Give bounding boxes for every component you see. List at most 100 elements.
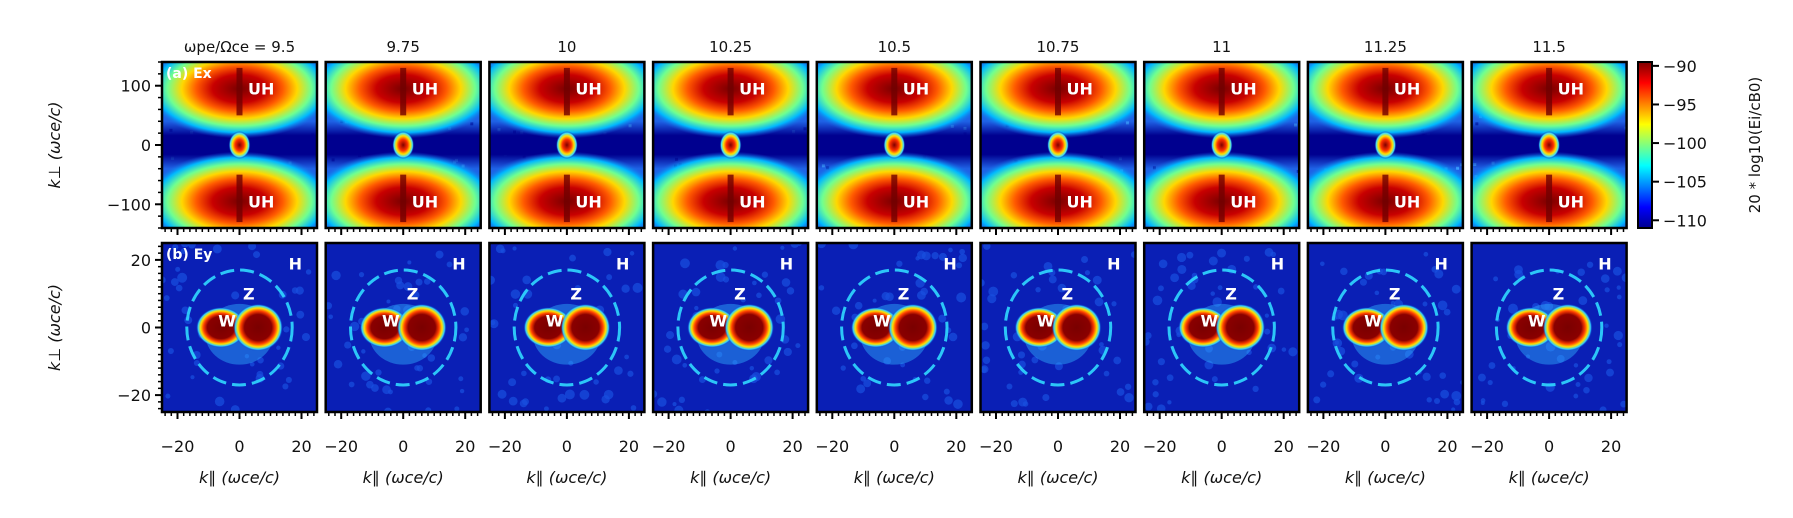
resonance-ring bbox=[1331, 268, 1440, 387]
colorbar-tick-label: −100 bbox=[1663, 134, 1707, 153]
resonance-ring bbox=[1167, 268, 1276, 387]
heatmap-center-spot bbox=[1538, 131, 1561, 159]
resonance-ring bbox=[349, 268, 458, 387]
x-tick-label: −20 bbox=[979, 437, 1013, 456]
annotation-label: H bbox=[1435, 254, 1448, 273]
annotation-label: W bbox=[1364, 312, 1382, 331]
heatmap-blob-right bbox=[560, 303, 611, 352]
annotation-label: H bbox=[289, 254, 302, 273]
heatmap-panel: UH UH bbox=[653, 62, 809, 228]
lobe-core bbox=[1218, 67, 1225, 116]
heatmap-blob-left bbox=[196, 307, 246, 348]
annotation-label: UH bbox=[903, 192, 929, 211]
x-tick-label: 20 bbox=[1601, 437, 1621, 456]
x-tick-label: 20 bbox=[782, 437, 802, 456]
heatmap-blob-left bbox=[687, 307, 737, 348]
x-tick-label: −20 bbox=[815, 437, 849, 456]
annotation-label: Z bbox=[407, 285, 419, 304]
annotation-label: UH bbox=[739, 80, 765, 99]
panel-title: 10 bbox=[557, 38, 576, 56]
heatmap-panel: H ZW bbox=[489, 243, 645, 412]
panel-title: 10.5 bbox=[878, 38, 911, 56]
heatmap-panel: H ZW bbox=[653, 243, 809, 412]
y-tick-label: 100 bbox=[120, 77, 151, 96]
heatmap-panel: UH UH bbox=[816, 62, 972, 228]
annotation-label: W bbox=[873, 312, 891, 331]
annotation-label: Z bbox=[734, 285, 746, 304]
y-tick-label: −100 bbox=[107, 195, 151, 214]
x-tick-label: −20 bbox=[1143, 437, 1177, 456]
lobe-core bbox=[1546, 174, 1553, 223]
annotation-label: UH bbox=[1230, 80, 1256, 99]
lobe-core bbox=[236, 174, 243, 223]
annotation-label: UH bbox=[1558, 80, 1584, 99]
heatmap-panel: UH UH bbox=[489, 62, 645, 228]
heatmap-center-spot bbox=[1210, 131, 1233, 159]
heatmap-panel: UH UH bbox=[980, 62, 1136, 228]
heatmap-blob-right bbox=[724, 303, 774, 352]
lobe-core bbox=[891, 174, 898, 223]
lobe-core bbox=[727, 174, 734, 223]
x-tick-label: 0 bbox=[1217, 437, 1227, 456]
heatmap-panel: H ZW bbox=[325, 243, 481, 412]
x-tick-label: 0 bbox=[726, 437, 736, 456]
heatmap-panel: UH UH bbox=[325, 62, 481, 228]
colorbar-tick-label: −105 bbox=[1663, 173, 1707, 192]
heatmap-blob-left bbox=[523, 307, 574, 348]
x-axis-label: k∥ (ωce/c) bbox=[1017, 468, 1098, 487]
annotation-label: UH bbox=[1394, 80, 1420, 99]
y-tick-label: 20 bbox=[131, 251, 151, 270]
resonance-ring bbox=[1494, 268, 1604, 387]
heatmap-blob-right bbox=[1215, 303, 1266, 352]
annotation-label: W bbox=[546, 312, 564, 331]
lobe-core bbox=[1055, 67, 1061, 116]
lobe-core bbox=[1382, 174, 1389, 223]
x-tick-label: 0 bbox=[1544, 437, 1554, 456]
annotation-label: Z bbox=[898, 285, 910, 304]
panel-title: 11.25 bbox=[1364, 38, 1407, 56]
heatmap-panel: H ZW bbox=[1307, 243, 1463, 412]
annotation-label: W bbox=[709, 312, 727, 331]
heatmap-blob-right bbox=[888, 303, 938, 352]
heatmap-blob-left bbox=[1505, 307, 1556, 348]
lobe-core bbox=[563, 174, 570, 223]
x-tick-label: −20 bbox=[1307, 437, 1341, 456]
heatmap-center-spot bbox=[1374, 131, 1397, 159]
heatmap-panel: H ZW bbox=[980, 243, 1136, 412]
colorbar-tick-label: −90 bbox=[1663, 57, 1697, 76]
annotation-label: H bbox=[1271, 254, 1284, 273]
colorbar-tick-label: −95 bbox=[1663, 95, 1697, 114]
lobe-core bbox=[727, 67, 734, 116]
x-axis-label: k∥ (ωce/c) bbox=[526, 468, 607, 487]
annotation-label: UH bbox=[412, 192, 438, 211]
lobe-core bbox=[236, 67, 243, 116]
x-tick-label: 20 bbox=[619, 437, 639, 456]
panel-title: 11.5 bbox=[1532, 38, 1565, 56]
heatmap-center-spot bbox=[392, 131, 415, 159]
annotation-label: UH bbox=[1230, 192, 1256, 211]
x-tick-label: 20 bbox=[1274, 437, 1294, 456]
x-tick-label: −20 bbox=[324, 437, 358, 456]
colorbar: −90 −95 −100 −105 −110 20 * log10(Ei/cB0) bbox=[1637, 57, 1764, 230]
heatmap-center-spot bbox=[555, 131, 578, 159]
heatmap-blob-left bbox=[359, 307, 410, 348]
annotation-label: Z bbox=[1061, 285, 1073, 304]
x-tick-label: 20 bbox=[1437, 437, 1457, 456]
heatmap-blob-right bbox=[233, 303, 283, 352]
annotation-label: H bbox=[1598, 254, 1611, 273]
x-axis-label: k∥ (ωce/c) bbox=[363, 468, 444, 487]
x-axis-label: k∥ (ωce/c) bbox=[1181, 468, 1262, 487]
heatmap-panel: UH UH bbox=[1471, 62, 1627, 228]
x-tick-label: 20 bbox=[291, 437, 311, 456]
panel-label: (b) Ey bbox=[166, 247, 212, 263]
x-tick-label: 0 bbox=[1380, 437, 1390, 456]
annotation-label: Z bbox=[570, 285, 582, 304]
annotation-label: W bbox=[1528, 312, 1546, 331]
x-tick-label: 20 bbox=[455, 437, 475, 456]
heatmap-blob-left bbox=[1178, 307, 1228, 348]
heatmap-blob-left bbox=[850, 307, 901, 348]
heatmap-panel: H ZW bbox=[1471, 243, 1627, 412]
lobe-core bbox=[563, 67, 570, 116]
annotation-label: UH bbox=[1558, 192, 1584, 211]
heatmap-blob-right bbox=[1379, 303, 1429, 352]
